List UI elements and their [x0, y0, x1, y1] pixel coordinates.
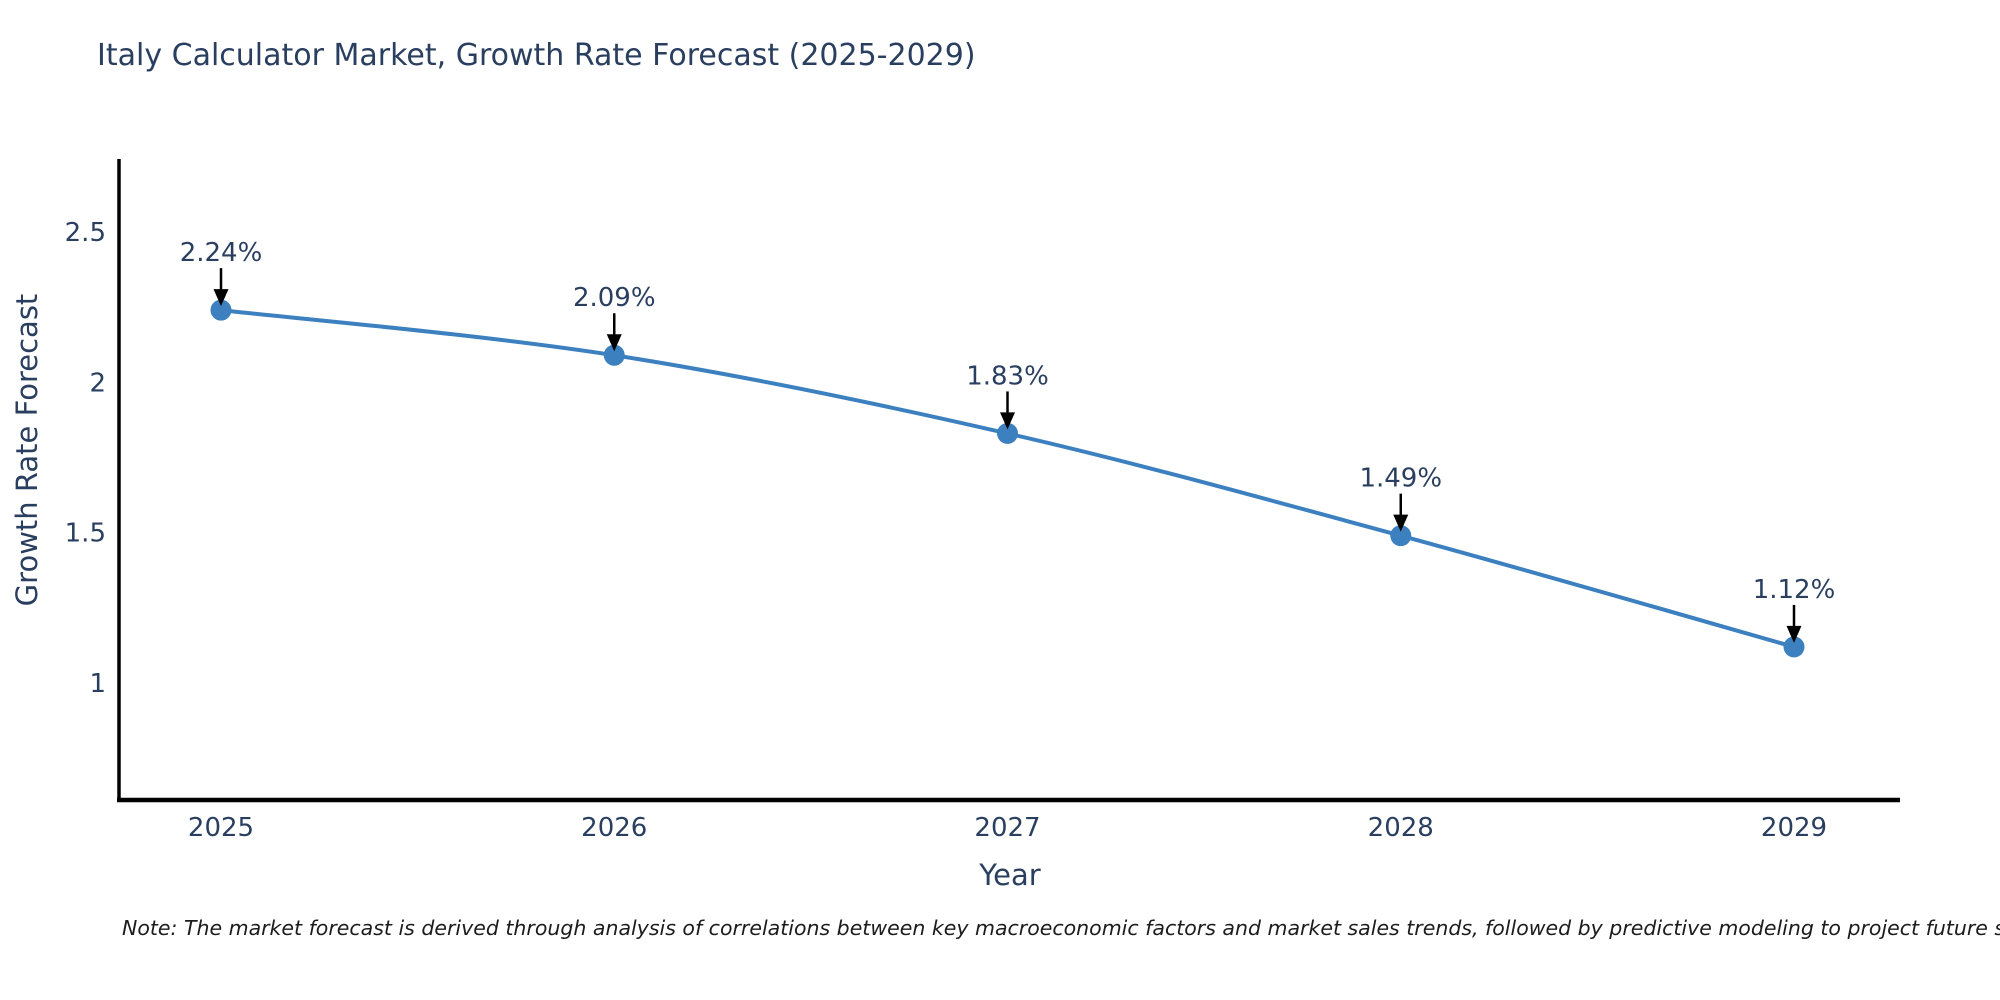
y-tick-label: 1.5: [65, 519, 106, 549]
annotation-arrow-head: [1786, 625, 1802, 643]
data-point-label: 1.83%: [966, 361, 1049, 391]
data-point-marker: [1390, 525, 1412, 547]
data-point-label: 1.12%: [1753, 575, 1836, 605]
x-tick-label: 2027: [974, 813, 1040, 843]
y-axis-title: Growth Rate Forecast: [10, 293, 44, 607]
x-tick-label: 2026: [581, 813, 647, 843]
data-point-marker: [1783, 636, 1805, 658]
y-tick-label: 1: [89, 669, 106, 699]
y-tick-label: 2.5: [65, 218, 106, 248]
x-tick-label: 2025: [188, 813, 254, 843]
x-axis-title: Year: [979, 858, 1041, 892]
x-tick-label: 2028: [1368, 813, 1434, 843]
annotation-arrow-head: [606, 334, 622, 352]
annotation-arrow-head: [1000, 412, 1015, 430]
chart-title: Italy Calculator Market, Growth Rate For…: [97, 38, 976, 73]
y-tick-label: 2: [89, 368, 106, 398]
footnote: Note: The market forecast is derived thr…: [122, 916, 2000, 940]
data-point-label: 2.09%: [573, 283, 656, 313]
data-point-marker: [210, 299, 232, 321]
data-point-marker: [997, 422, 1018, 444]
data-point-label: 1.49%: [1359, 464, 1442, 494]
x-tick-label: 2029: [1761, 813, 1827, 843]
annotation-arrow-head: [1393, 514, 1409, 532]
data-point-label: 2.24%: [180, 238, 263, 268]
data-point-marker: [603, 344, 625, 366]
annotation-arrow-head: [213, 289, 229, 307]
